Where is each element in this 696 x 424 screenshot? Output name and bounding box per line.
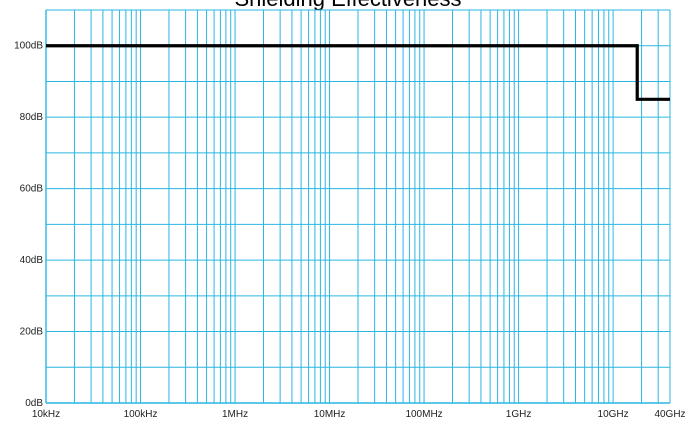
x-tick-label: 100MHz	[405, 409, 442, 420]
x-tick-label: 40GHz	[654, 409, 685, 420]
y-tick-label: 40dB	[20, 255, 44, 266]
y-tick-label: 60dB	[20, 184, 44, 195]
y-tick-label: 100dB	[14, 41, 43, 52]
x-tick-label: 1MHz	[222, 409, 248, 420]
x-tick-label: 100kHz	[124, 409, 158, 420]
x-tick-label: 10MHz	[314, 409, 346, 420]
chart-title: Shielding Effectiveness	[234, 0, 461, 11]
x-tick-label: 10kHz	[32, 409, 60, 420]
x-tick-label: 10GHz	[598, 409, 629, 420]
grid-layer	[45, 9, 671, 404]
y-tick-label: 0dB	[25, 398, 43, 409]
x-tick-label: 1GHz	[506, 409, 532, 420]
y-tick-label: 80dB	[20, 112, 44, 123]
series-line	[46, 44, 670, 101]
x-axis-ticks: 10kHz 100kHz 1MHz 10MHz 100MHz 1GHz 10GHz 40GHz	[32, 409, 686, 420]
series-layer	[46, 44, 670, 101]
y-tick-label: 20dB	[20, 327, 44, 338]
y-axis-ticks: 0dB 20dB 40dB 60dB 80dB 100dB	[14, 41, 43, 409]
